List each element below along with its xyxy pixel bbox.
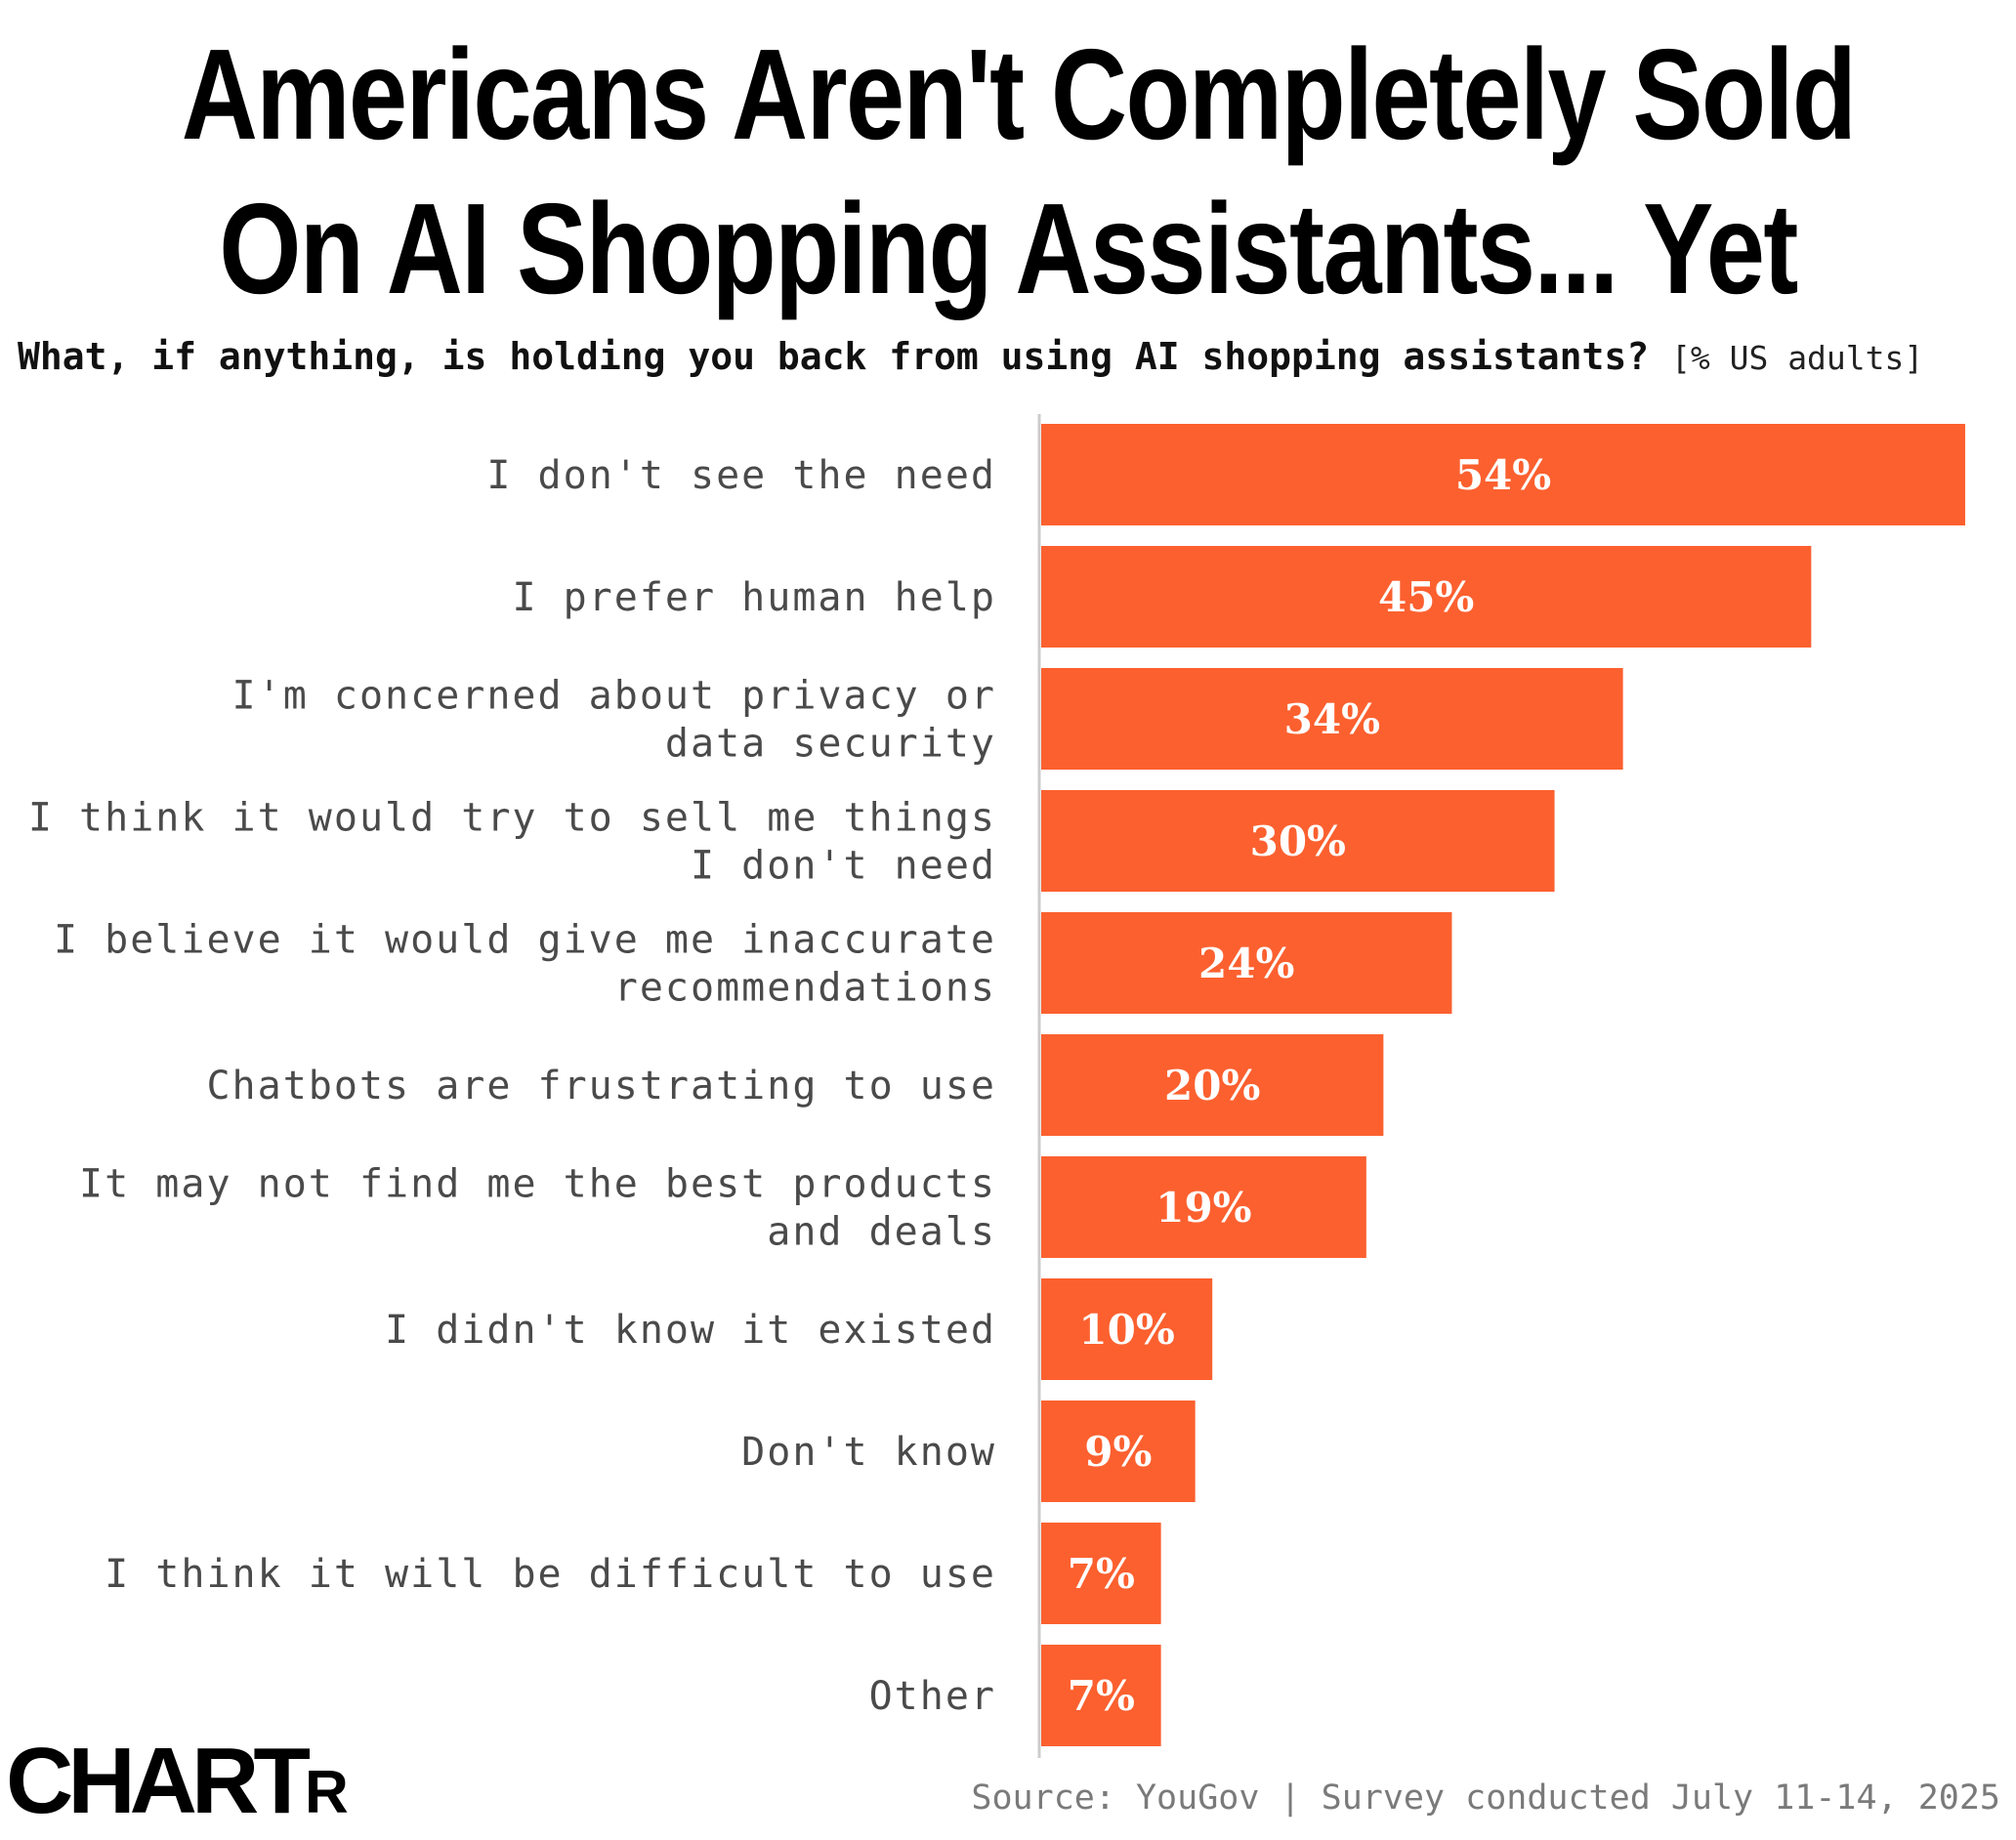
data-label: 19%	[1155, 1184, 1251, 1232]
data-label: 54%	[1455, 451, 1551, 499]
chart-title: Americans Aren't Completely Sold On AI S…	[181, 18, 1857, 326]
category-label-line: It may not find me the best products	[79, 1162, 996, 1207]
category-label: Other	[869, 1674, 996, 1719]
bar	[1041, 668, 1623, 770]
category-label: Chatbots are frustrating to use	[206, 1064, 996, 1108]
bar	[1041, 1645, 1161, 1746]
category-label: I'm concerned about privacy or data secur…	[232, 674, 996, 767]
data-label: 24%	[1198, 940, 1294, 987]
category-label-line: Don't know	[741, 1430, 996, 1475]
logo-tail: R	[304, 1759, 349, 1826]
category-label: I prefer human help	[512, 575, 996, 620]
bar	[1041, 790, 1555, 892]
bar	[1041, 1156, 1366, 1258]
bar	[1041, 1034, 1384, 1136]
bar	[1041, 546, 1812, 648]
bar	[1041, 912, 1452, 1014]
category-label-line: I think it would try to sell me things	[28, 796, 996, 841]
bar	[1041, 1278, 1213, 1380]
category-label: It may not find me the best products and …	[79, 1162, 996, 1255]
category-label-line: I don't see the need	[486, 453, 996, 498]
category-label-line: data security	[665, 722, 996, 767]
category-label: I believe it would give me inaccurate rec…	[54, 918, 996, 1011]
category-label-line: recommendations	[614, 966, 996, 1011]
category-label: I think it will be difficult to use	[105, 1552, 996, 1597]
logo-main: CHART	[6, 1729, 311, 1833]
category-label: I think it would try to sell me things I …	[28, 796, 996, 889]
data-label: 7%	[1068, 1550, 1135, 1598]
chart-subtitle: What, if anything, is holding you back f…	[18, 332, 2010, 383]
bar	[1041, 424, 1965, 525]
category-label-line: I'm concerned about privacy or	[232, 674, 996, 719]
unit-label: [% US adults]	[1670, 339, 1924, 377]
data-label: 20%	[1164, 1062, 1260, 1109]
category-label: I didn't know it existed	[385, 1308, 996, 1353]
category-label-line: Other	[869, 1674, 996, 1719]
data-label: 9%	[1084, 1428, 1152, 1476]
chartr-logo: CHARTR	[6, 1735, 349, 1840]
category-label-line: I think it will be difficult to use	[105, 1552, 996, 1597]
category-label-line: I believe it would give me inaccurate	[54, 918, 996, 963]
category-label: Don't know	[741, 1430, 996, 1475]
category-label-line: I didn't know it existed	[385, 1308, 996, 1353]
category-label-line: and deals	[767, 1210, 996, 1255]
category-label: I don't see the need	[486, 453, 996, 498]
data-label: 7%	[1068, 1672, 1135, 1720]
title-line-1: Americans Aren't Completely Sold	[181, 22, 1857, 166]
data-label: 34%	[1284, 695, 1380, 743]
data-label: 30%	[1250, 817, 1346, 865]
survey-question: What, if anything, is holding you back f…	[18, 335, 1650, 378]
data-label: 45%	[1378, 573, 1474, 621]
category-label-line: I prefer human help	[512, 575, 996, 620]
bar-chart: 54% I don't see the need 45% I prefer human…	[28, 414, 1965, 1758]
category-label-line: Chatbots are frustrating to use	[206, 1064, 996, 1108]
title-line-2: On AI Shopping Assistants... Yet	[219, 177, 1798, 320]
category-label-line: I don't need	[691, 844, 996, 889]
bar	[1041, 1523, 1161, 1624]
data-label: 10%	[1078, 1306, 1174, 1354]
source-note: Source: YouGov | Survey conducted July 1…	[971, 1778, 2000, 1818]
bar	[1041, 1401, 1196, 1502]
